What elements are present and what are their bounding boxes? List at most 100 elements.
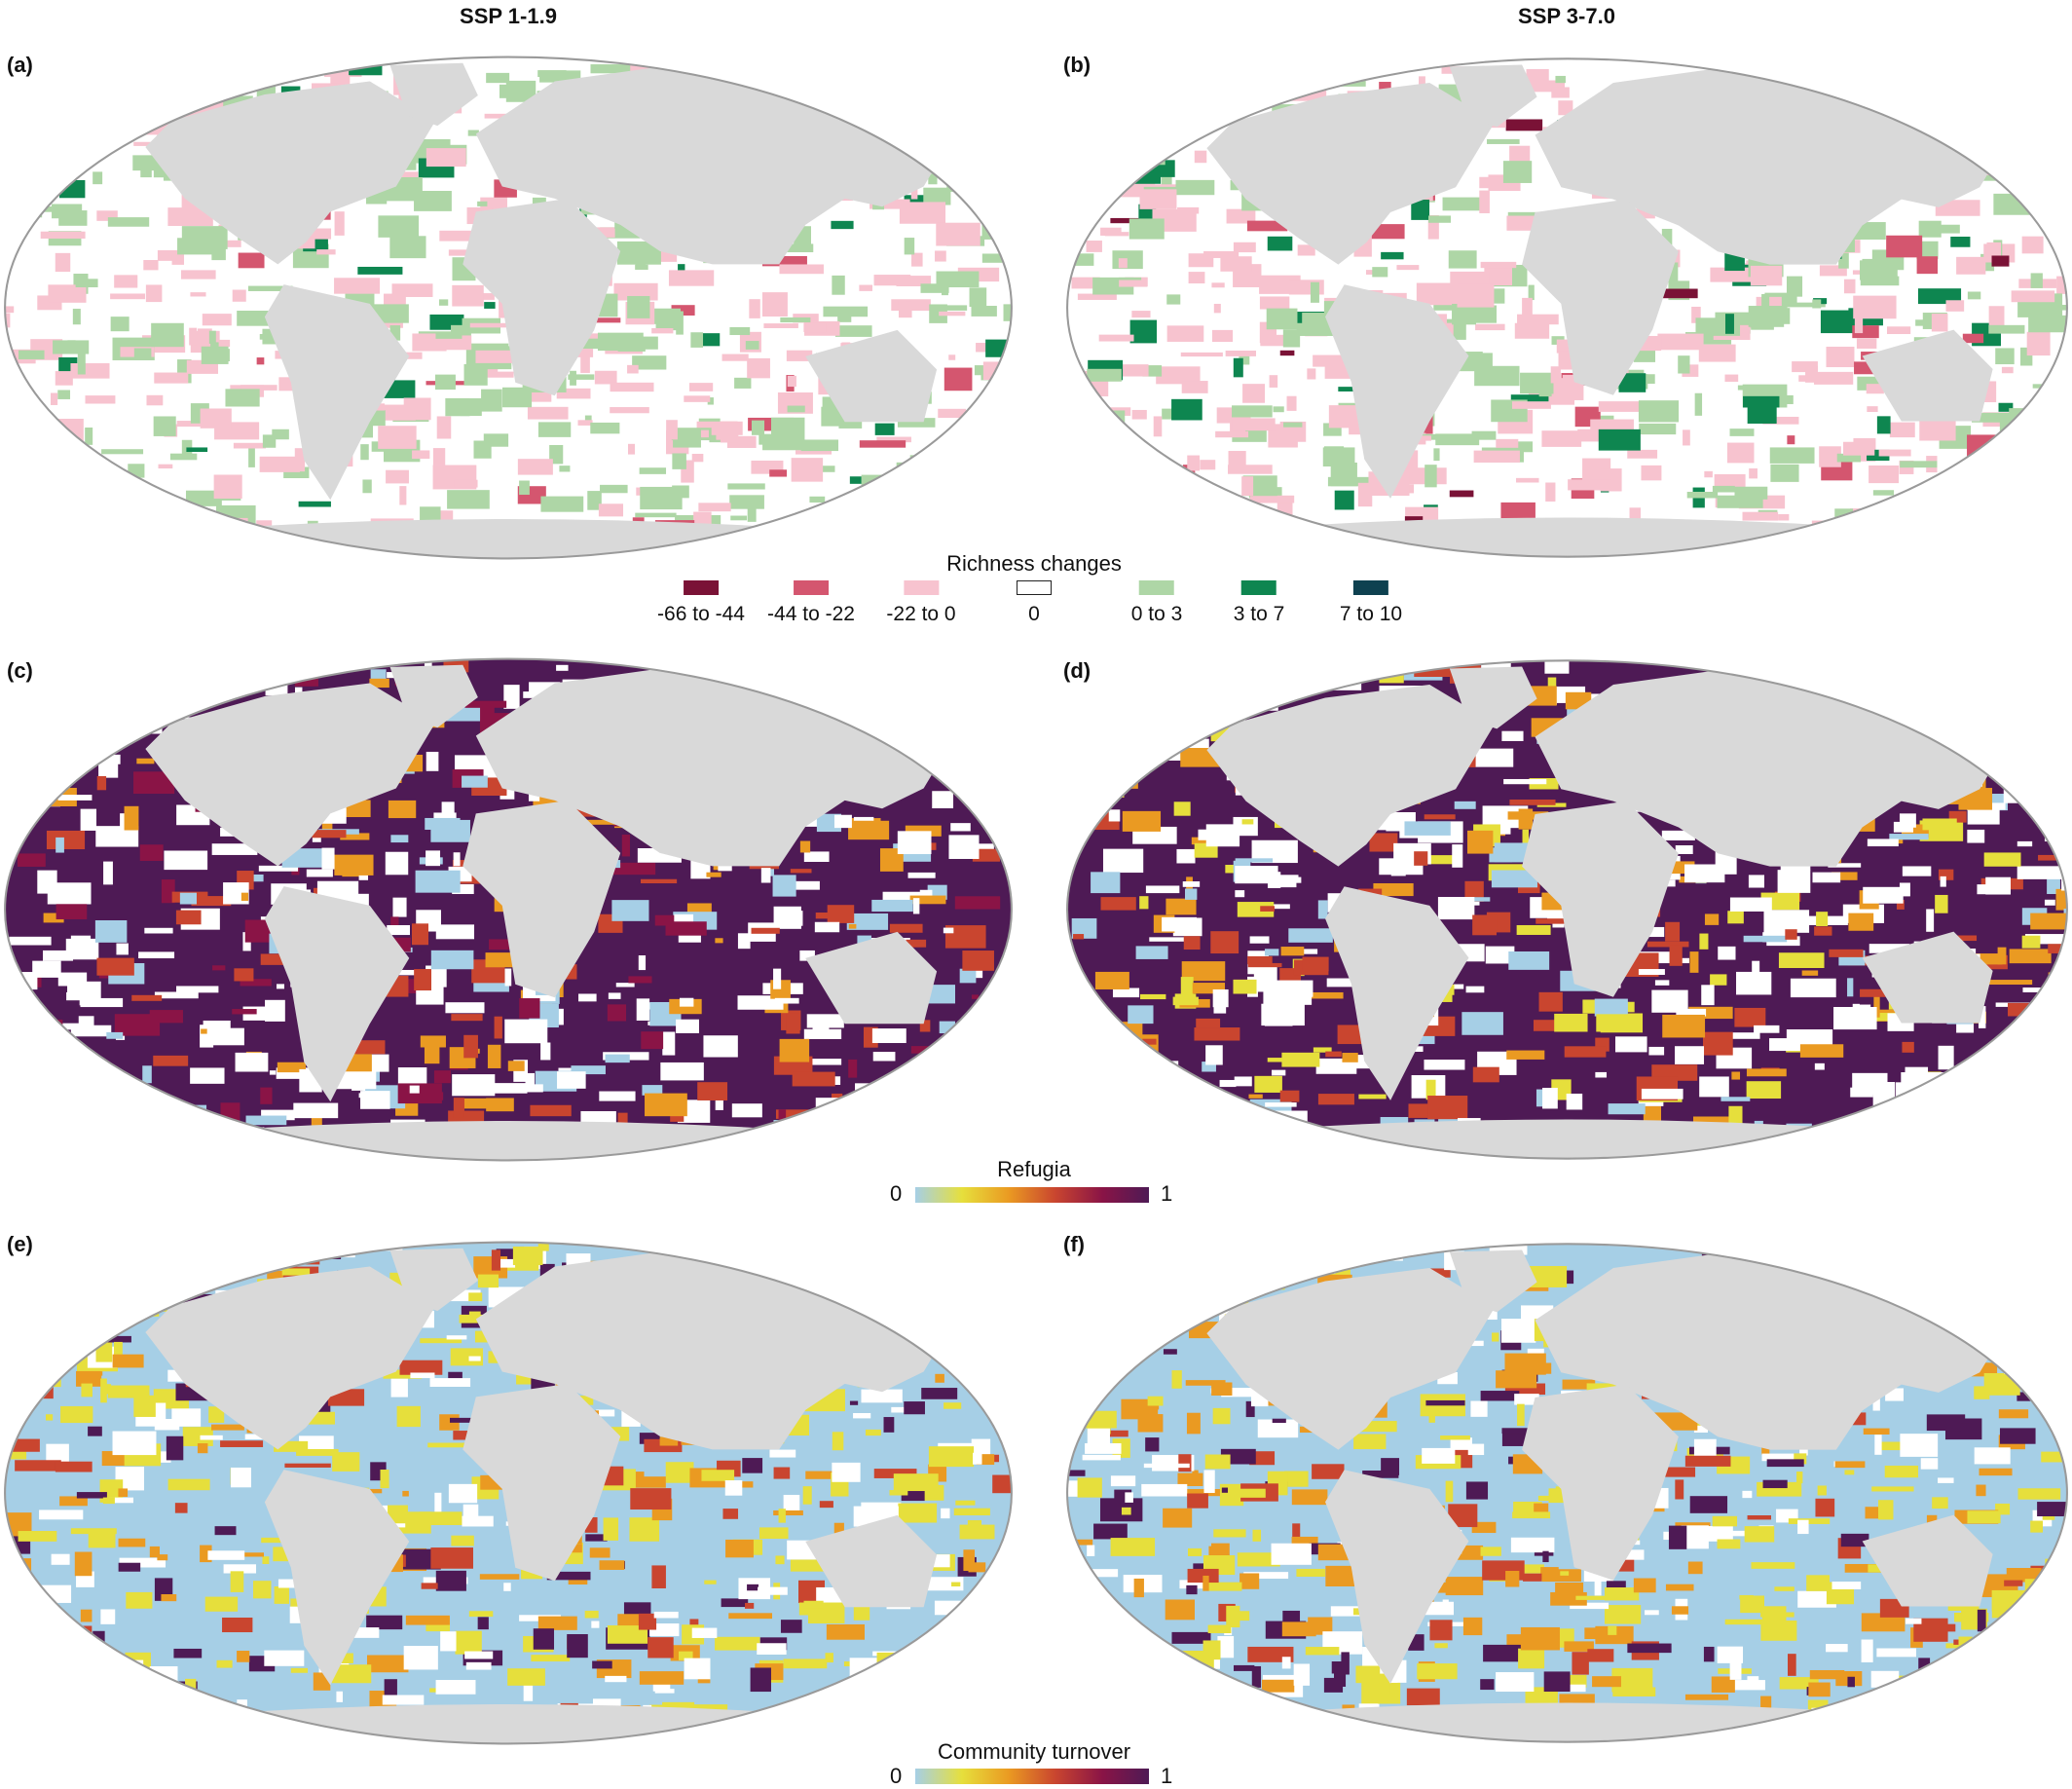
ocean-cell [1982,159,2023,181]
ocean-cell [154,373,188,384]
ocean-cell [1979,1072,2003,1092]
ocean-cell [1903,543,1944,555]
ocean-cell [1802,970,1818,975]
legend-label: -44 to -22 [767,603,855,626]
ocean-cell [1980,702,1997,716]
ocean-cell [1241,476,1253,496]
ocean-cell [1506,119,1543,130]
ocean-cell [1242,819,1254,824]
ocean-cell [439,299,448,305]
ocean-cell [480,707,495,723]
ocean-cell [944,1080,967,1088]
ocean-cell [1778,514,1789,520]
ocean-cell [2061,526,2069,547]
ocean-cell [1013,361,1014,376]
ocean-cell [146,284,163,302]
ocean-cell [787,668,832,691]
ocean-cell [884,1417,895,1433]
ocean-cell [2021,1146,2034,1164]
ocean-cell [848,1060,857,1078]
ocean-cell [1971,690,2015,698]
ocean-cell [1202,83,1224,97]
ocean-cell [398,1083,442,1103]
ocean-cell [1283,423,1302,428]
ocean-cell [1595,999,1628,1017]
ocean-cell [1680,1153,1706,1171]
ocean-cell [231,1468,251,1487]
ocean-cell [1729,1149,1745,1157]
ocean-cell [628,444,635,455]
ocean-cell [1006,353,1014,364]
ocean-cell [920,538,938,552]
ocean-cell [2054,1398,2069,1415]
ocean-cell [110,293,145,299]
ocean-cell [161,1594,176,1601]
ocean-cell [2010,765,2017,775]
ocean-cell [130,1088,155,1101]
ocean-cell [1900,1434,1938,1457]
ocean-cell [265,1000,285,1022]
ocean-cell [1205,1455,1231,1470]
ocean-cell [131,995,162,1001]
ocean-cell [992,203,999,225]
ocean-cell [1711,321,1740,336]
ocean-cell [18,1531,57,1542]
ocean-cell [75,1300,89,1307]
map-richness-ssp370 [1065,53,2069,563]
ocean-cell [1065,137,1076,156]
ocean-cell [85,428,92,445]
ocean-cell [97,1245,139,1256]
ocean-cell [462,1516,493,1527]
ocean-cell [33,1059,48,1075]
ocean-cell [966,1039,1002,1058]
ocean-cell [1233,74,1277,95]
ocean-cell [1770,447,1815,463]
column-title-ssp370: SSP 3-7.0 [1518,4,1615,29]
ocean-cell [1151,529,1173,546]
ocean-cell [519,998,539,1019]
ocean-cell [15,1344,46,1355]
ocean-cell [60,1406,92,1423]
ocean-cell [1007,1068,1014,1082]
ocean-cell [813,93,827,101]
ocean-cell [1170,542,1212,558]
ocean-cell [1917,256,1938,274]
ocean-cell [1289,540,1313,562]
ocean-cell [283,70,294,76]
ocean-cell [262,1556,269,1564]
ocean-cell [796,1151,832,1158]
ocean-cell [437,416,452,438]
ocean-cell [1335,491,1354,510]
ocean-cell [108,217,149,227]
ocean-cell [948,1647,969,1655]
ocean-cell [1004,670,1014,690]
ocean-cell [1166,294,1180,304]
ocean-cell [730,516,747,521]
ocean-cell [1185,888,1197,899]
ocean-cell [1947,1691,1982,1699]
ocean-cell [1007,1437,1014,1460]
ocean-cell [788,406,805,413]
ocean-cell [242,1156,284,1171]
ocean-cell [592,1661,612,1669]
ocean-cell [948,449,994,466]
ocean-cell [815,922,839,932]
ocean-cell [71,456,80,477]
ocean-cell [970,1075,987,1099]
ocean-cell [169,1161,189,1171]
ocean-cell [156,527,166,547]
ocean-cell [701,1470,734,1481]
ocean-cell [77,58,90,62]
ocean-cell [1107,674,1149,688]
ocean-cell [114,670,133,683]
ocean-cell [1909,516,1928,530]
ocean-cell [1932,1497,1947,1509]
ocean-cell [761,868,771,882]
ocean-cell [1372,267,1388,277]
ocean-cell [1233,1252,1270,1268]
ocean-cell [1240,1573,1259,1588]
ocean-cell [862,528,876,543]
ocean-cell [1115,1261,1129,1270]
ocean-cell [500,85,506,98]
ocean-cell [1164,1673,1184,1683]
